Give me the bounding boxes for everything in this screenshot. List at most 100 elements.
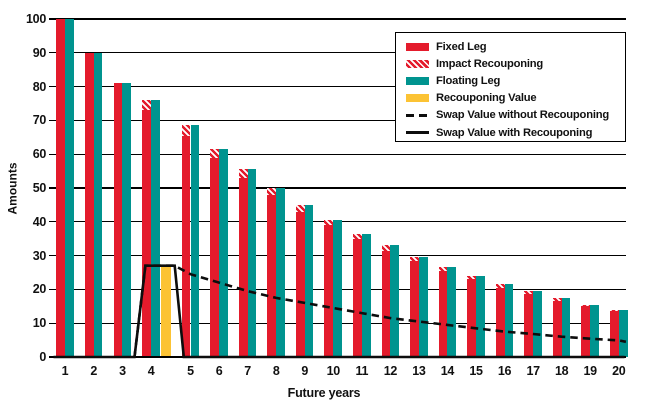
y-tick-label: 80 xyxy=(32,79,47,94)
bar-floating-leg-year-2 xyxy=(93,52,103,357)
x-tick-label: 3 xyxy=(119,364,126,378)
bar-impact-recouponing-year-18 xyxy=(552,297,562,302)
bar-floating-leg-year-13 xyxy=(418,257,428,357)
legend-label: Recouponing Value xyxy=(436,92,537,105)
x-tick-label: 11 xyxy=(355,364,369,378)
y-tick-label: 100 xyxy=(26,12,46,26)
x-tick-label: 1 xyxy=(61,364,69,378)
solid-red-swatch-icon xyxy=(406,42,429,51)
bar-impact-recouponing-year-5 xyxy=(181,125,191,136)
bar-fixed-leg-year-16 xyxy=(495,287,505,357)
y-tick-label: 60 xyxy=(32,147,47,162)
bar-floating-leg-year-5 xyxy=(190,125,200,357)
bar-fixed-leg-year-8 xyxy=(267,194,277,357)
bar-impact-recouponing-year-16 xyxy=(495,284,505,288)
gridline-50 xyxy=(49,187,626,189)
gridline-80 xyxy=(49,85,626,88)
x-tick-label: 10 xyxy=(326,364,341,378)
bar-floating-leg-year-20 xyxy=(618,309,628,357)
legend-label: Impact Recouponing xyxy=(436,57,544,70)
x-tick-label: 5 xyxy=(187,364,194,378)
bar-impact-recouponing-year-13 xyxy=(410,257,419,261)
bar-impact-recouponing-year-12 xyxy=(381,245,391,251)
x-tick-label: 12 xyxy=(383,364,398,378)
legend-label: Swap Value with Recouponing xyxy=(436,126,593,139)
bar-floating-leg-year-4 xyxy=(151,100,160,357)
y-tick-label: 90 xyxy=(32,45,47,60)
bar-floating-leg-year-19 xyxy=(590,304,599,357)
legend-item-floating-leg: Floating Leg xyxy=(406,72,625,89)
x-tick-label: 13 xyxy=(412,364,426,378)
y-tick-label: 70 xyxy=(32,113,47,128)
x-tick-label: 18 xyxy=(554,364,569,378)
x-tick-label: 14 xyxy=(440,364,455,378)
bar-fixed-leg-year-6 xyxy=(210,157,220,357)
bar-impact-recouponing-year-6 xyxy=(210,149,220,158)
legend: Fixed Leg Impact Recouponing Floating Leg R… xyxy=(395,32,626,142)
bar-impact-recouponing-year-11 xyxy=(353,233,362,239)
bar-floating-leg-year-12 xyxy=(390,245,400,357)
bar-fixed-leg-year-20 xyxy=(609,311,619,357)
bar-fixed-leg-year-9 xyxy=(295,211,305,357)
solid-yellow-swatch-icon xyxy=(406,94,429,103)
bar-impact-recouponing-year-20 xyxy=(609,309,619,312)
bar-fixed-leg-year-5 xyxy=(181,135,191,357)
bar-floating-leg-year-16 xyxy=(504,284,514,357)
legend-label: Swap Value without Recouponing xyxy=(436,109,610,122)
bar-floating-leg-year-11 xyxy=(361,233,371,357)
bar-floating-leg-year-3 xyxy=(122,83,132,357)
x-tick-label: 15 xyxy=(469,364,483,378)
bar-floating-leg-year-6 xyxy=(219,149,228,357)
bar-floating-leg-year-7 xyxy=(247,169,257,357)
bar-fixed-leg-year-3 xyxy=(113,83,123,357)
x-tick-label: 4 xyxy=(147,364,155,378)
x-tick-label: 6 xyxy=(215,364,223,378)
bar-impact-recouponing-year-8 xyxy=(267,188,277,195)
bar-fixed-leg-year-12 xyxy=(381,250,391,357)
bar-fixed-leg-year-15 xyxy=(467,279,476,357)
y-tick-label: 50 xyxy=(32,181,47,195)
x-tick-label: 20 xyxy=(612,364,626,378)
dashed-line-swatch-icon xyxy=(406,114,429,117)
hatch-red-swatch-icon xyxy=(406,59,429,68)
bar-fixed-leg-year-4 xyxy=(142,110,152,357)
x-tick-label: 17 xyxy=(526,364,540,378)
bar-impact-recouponing-year-19 xyxy=(581,304,591,307)
gridline-70 xyxy=(49,119,626,122)
bar-impact-recouponing-year-7 xyxy=(238,169,248,178)
y-tick-label: 20 xyxy=(32,282,47,297)
bar-fixed-leg-year-1 xyxy=(56,19,65,357)
bar-impact-recouponing-year-9 xyxy=(295,204,305,212)
legend-item-recouponing-value: Recouponing Value xyxy=(406,90,625,107)
x-tick-label: 9 xyxy=(301,364,309,378)
bar-fixed-leg-year-17 xyxy=(524,294,534,357)
x-axis-title: Future years xyxy=(287,386,361,400)
solid-teal-swatch-icon xyxy=(406,76,429,85)
y-tick-label: 0 xyxy=(39,350,46,364)
legend-item-swap-value-without-recouponing: Swap Value without Recouponing xyxy=(406,107,625,124)
x-tick-label: 2 xyxy=(90,364,98,378)
bar-floating-leg-year-17 xyxy=(533,291,542,357)
bar-floating-leg-year-10 xyxy=(333,220,343,357)
x-tick-label: 19 xyxy=(583,364,598,378)
legend-item-swap-value-with-recouponing: Swap Value with Recouponing xyxy=(406,124,625,141)
bar-floating-leg-year-14 xyxy=(447,267,457,357)
gridline-60 xyxy=(49,153,626,155)
bar-impact-recouponing-year-17 xyxy=(524,291,534,295)
legend-label: Fixed Leg xyxy=(436,40,487,53)
bar-floating-leg-year-18 xyxy=(561,297,571,357)
bar-fixed-leg-year-10 xyxy=(324,225,334,357)
solid-line-swatch-icon xyxy=(406,131,429,134)
bar-impact-recouponing-year-10 xyxy=(324,220,334,226)
gridline-100 xyxy=(49,18,626,20)
bar-fixed-leg-year-7 xyxy=(238,177,248,357)
bar-fixed-leg-year-19 xyxy=(581,306,591,357)
bar-recouponing-value xyxy=(160,265,171,357)
bar-floating-leg-year-1 xyxy=(65,19,74,357)
bar-impact-recouponing-year-14 xyxy=(438,267,448,271)
x-tick-label: 16 xyxy=(497,364,512,378)
y-tick-label: 40 xyxy=(32,214,47,229)
x-tick-label: 7 xyxy=(244,364,251,378)
y-tick-label: 10 xyxy=(32,316,47,331)
bar-fixed-leg-year-11 xyxy=(353,238,362,357)
